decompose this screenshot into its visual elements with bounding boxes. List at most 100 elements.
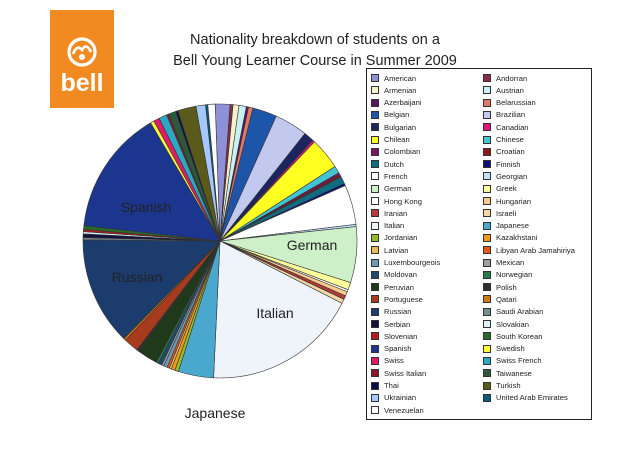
legend-item-slovenian: Slovenian [371, 330, 417, 342]
legend-label: Saudi Arabian [496, 307, 544, 317]
legend-swatch [371, 344, 379, 353]
legend-label: Peruvian [384, 282, 414, 292]
legend-item-kazakhstani: Kazakhstani [483, 232, 537, 244]
legend-swatch [483, 221, 491, 230]
legend-item-venezuelan: Venezuelan [371, 404, 424, 416]
legend-item-peruvian: Peruvian [371, 281, 414, 293]
legend-item-iranian: Iranian [371, 207, 407, 219]
legend-label: Canadian [496, 122, 529, 132]
legend-swatch [371, 172, 379, 181]
legend-swatch [483, 356, 491, 365]
legend-label: Colombian [384, 147, 421, 157]
legend-label: Mexican [496, 258, 525, 267]
legend-label: Serbian [384, 319, 411, 329]
legend-item-south-korean: South Korean [483, 330, 542, 342]
legend-item-portuguese: Portuguese [371, 293, 423, 305]
legend-item-armenian: Armenian [371, 84, 417, 96]
legend-swatch [371, 197, 379, 205]
legend-swatch [483, 74, 491, 82]
legend-swatch [483, 123, 491, 132]
legend-label: American [384, 73, 417, 83]
legend-label: Armenian [384, 85, 417, 95]
legend-item-hong-kong: Hong Kong [371, 195, 422, 207]
legend-label: Bulgarian [384, 122, 417, 132]
legend-swatch [483, 344, 491, 353]
legend-swatch [483, 147, 491, 156]
legend-item-austrian: Austrian [483, 84, 524, 96]
pie-slices [82, 103, 358, 379]
legend-swatch [371, 221, 379, 230]
legend-item-belarussian: Belarussian [483, 97, 536, 109]
legend-label: Taiwanese [496, 368, 532, 378]
legend-swatch [483, 98, 491, 107]
legend-swatch [483, 197, 491, 205]
legend-item-israeli: Israeli [483, 207, 516, 219]
legend-item-dutch: Dutch [371, 158, 404, 170]
legend-label: Chilean [384, 135, 410, 144]
legend-item-norwegian: Norwegian [483, 269, 532, 281]
legend-label: Thai [384, 381, 399, 390]
legend-label: Finnish [496, 159, 521, 169]
legend-item-greek: Greek [483, 183, 517, 195]
legend-item-mexican: Mexican [483, 257, 524, 269]
pie-slice-spanish [83, 122, 221, 242]
legend-label: Latvian [384, 245, 409, 255]
legend-swatch [483, 184, 491, 193]
legend-swatch [371, 160, 379, 169]
pie-label-italian: Italian [256, 305, 293, 321]
legend-label: Dutch [384, 159, 404, 169]
legend-label: Ukrainian [384, 393, 417, 403]
legend-label: Spanish [384, 344, 412, 354]
legend-item-andorran: Andorran [483, 72, 527, 84]
legend-item-turkish: Turkish [483, 380, 521, 392]
legend-swatch [483, 320, 491, 328]
legend-label: Brazilian [496, 110, 526, 120]
legend-swatch [483, 233, 491, 242]
legend-item-polish: Polish [483, 281, 517, 293]
legend-item-canadian: Canadian [483, 121, 529, 133]
legend-swatch [371, 381, 379, 390]
legend-item-american: American [371, 72, 416, 84]
pie-label-spanish: Spanish [121, 199, 172, 215]
legend-swatch [371, 332, 379, 341]
legend-label: Norwegian [496, 270, 533, 280]
legend-swatch [483, 172, 491, 181]
legend-label: Slovenian [384, 331, 418, 341]
legend-label: Greek [496, 184, 517, 194]
legend-label: Swiss [384, 356, 404, 366]
pie-labels: Spanish Russian German Italian Japanese [112, 199, 338, 421]
legend-label: Croatian [496, 147, 525, 157]
legend-label: German [384, 184, 412, 194]
legend-item-libyan-arab-jamahiriya: Libyan Arab Jamahiriya [483, 244, 575, 256]
pie-label-japanese: Japanese [185, 405, 246, 421]
legend-swatch [483, 283, 491, 292]
legend-item-georgian: Georgian [483, 170, 527, 182]
logo-text: bell [60, 69, 103, 97]
legend-swatch [483, 307, 491, 316]
legend-item-moldovan: Moldovan [371, 269, 417, 281]
legend-swatch [371, 135, 379, 144]
legend-label: Jordanian [384, 233, 418, 243]
legend-label: Russian [384, 307, 412, 317]
legend-label: Libyan Arab Jamahiriya [496, 245, 575, 255]
legend-label: Hong Kong [384, 196, 422, 206]
legend-item-thai: Thai [371, 380, 399, 392]
legend-label: Georgian [496, 171, 528, 181]
legend-label: Hungarian [496, 196, 532, 206]
legend-swatch [483, 135, 491, 144]
legend-swatch [483, 295, 491, 304]
legend-swatch [371, 270, 379, 279]
legend-swatch [483, 270, 491, 279]
legend-label: Austrian [496, 85, 524, 95]
legend-swatch [483, 160, 491, 169]
pie-slice-italian [213, 240, 343, 379]
legend-item-swiss-french: Swiss French [483, 355, 542, 367]
legend-swatch [371, 369, 379, 378]
bell-logo-icon: bell [60, 37, 104, 97]
legend-label: Venezuelan [384, 405, 424, 415]
pie-slice-russian [82, 239, 221, 340]
legend-swatch [483, 110, 491, 119]
legend-label: Chinese [496, 135, 524, 144]
legend-item-united-arab-emirates: United Arab Emirates [483, 392, 568, 404]
legend-swatch [371, 258, 379, 267]
